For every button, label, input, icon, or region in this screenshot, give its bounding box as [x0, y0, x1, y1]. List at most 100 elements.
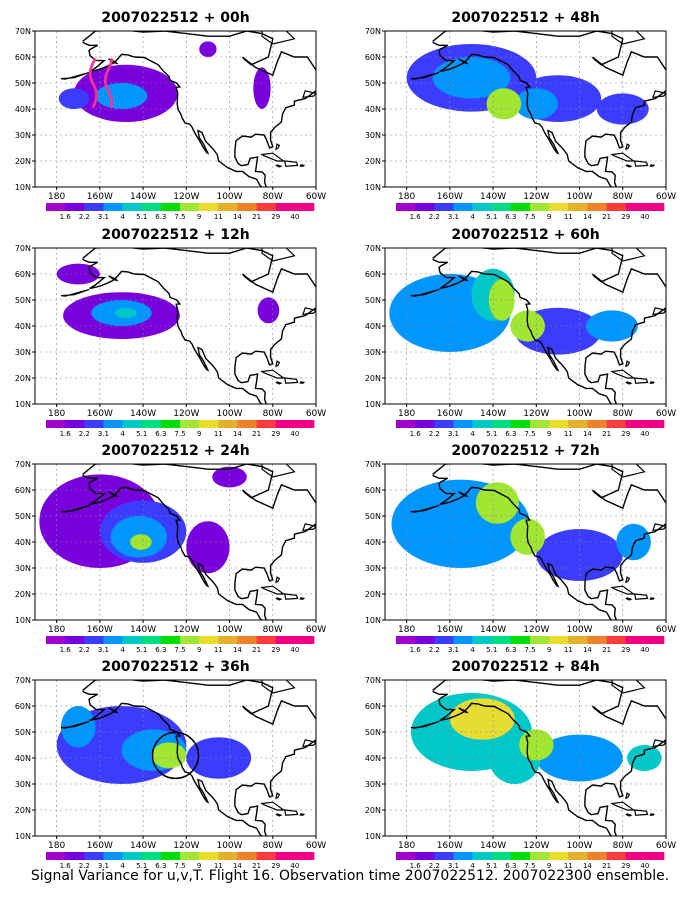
colorbar-segment [294, 636, 315, 644]
lat-tick-label: 30N [365, 131, 381, 140]
colorbar-segment [472, 203, 493, 211]
variance-contour [95, 83, 148, 109]
island-outline [625, 381, 633, 385]
colorbar-label: 6.3 [505, 646, 516, 654]
variance-contour [596, 93, 649, 125]
colorbar-segment [141, 636, 162, 644]
colorbar-label: 29 [621, 862, 630, 870]
colorbar-segment [568, 420, 588, 428]
island-outline [275, 792, 281, 800]
figure-caption: Signal Variance for u,v,T. Flight 16. Ob… [30, 868, 670, 884]
map-panel-7: 2007022512 + 84h 10N 20N 30N 40N 50N 60N 70N 180… [365, 659, 681, 870]
variance-contour [449, 698, 515, 740]
colorbar-label: 14 [233, 862, 242, 870]
observation-point [105, 86, 109, 90]
observation-point [94, 90, 98, 94]
colorbar-label: 1.6 [410, 213, 422, 221]
lat-tick-label: 70N [365, 460, 381, 469]
colorbar-segment [46, 420, 66, 428]
lon-tick-label: 160W [437, 625, 463, 635]
panel-title: 2007022512 + 72h [451, 443, 599, 459]
coastline [432, 248, 666, 404]
colorbar-label: 40 [640, 213, 649, 221]
island-outline [302, 307, 316, 316]
colorbar-label: 7.5 [174, 862, 185, 870]
observation-point [109, 104, 113, 108]
colorbar-label: 6.3 [505, 213, 516, 221]
island-outline [649, 381, 656, 384]
colorbar-label: 29 [621, 213, 630, 221]
colorbar-segment [491, 420, 512, 428]
lon-tick-label: 180 [48, 841, 65, 851]
observation-point [108, 93, 112, 97]
colorbar-label: 14 [233, 213, 242, 221]
variance-contour [514, 88, 558, 120]
island-outline [410, 505, 440, 513]
island-outline [578, 31, 602, 32]
variance-field [35, 680, 316, 836]
colorbar-label: 9 [197, 646, 201, 654]
island-outline [652, 90, 666, 99]
colorbar-label: 6.3 [505, 430, 516, 438]
colorbar-label: 1.6 [60, 430, 72, 438]
colorbar-segment [65, 203, 85, 211]
colorbar-segment [415, 420, 435, 428]
island-outline [625, 576, 631, 584]
colorbar-label: 7.5 [524, 646, 535, 654]
colorbar-segment [103, 636, 123, 644]
lat-tick-label: 10N [365, 616, 381, 625]
colorbar-segment [141, 852, 162, 860]
colorbar-segment [434, 636, 454, 644]
colorbar-segment [625, 420, 646, 428]
lat-tick-label: 10N [15, 616, 31, 625]
lon-tick-label: 140W [130, 409, 156, 419]
observation-point [89, 76, 93, 80]
colorbar-label: 21 [252, 430, 261, 438]
coastline [432, 474, 613, 620]
colorbar-segment [84, 636, 104, 644]
colorbar-segment [122, 636, 143, 644]
colorbar-label: 4 [470, 213, 475, 221]
colorbar-label: 40 [640, 430, 649, 438]
colorbar-segment [180, 420, 200, 428]
colorbar-label: 9 [547, 213, 551, 221]
island-outline [260, 369, 286, 379]
colorbar-segment [65, 852, 85, 860]
island-outline [610, 369, 636, 379]
lat-tick-label: 60N [365, 270, 381, 279]
island-outline [108, 275, 119, 282]
colorbar-segment [218, 420, 238, 428]
lat-tick-label: 40N [365, 322, 381, 331]
observation-point [95, 95, 99, 99]
colorbar-segment [510, 636, 531, 644]
observation-point [104, 83, 108, 87]
island-outline [261, 248, 296, 262]
colorbar-label: 6.3 [155, 862, 166, 870]
colorbar-segment [568, 852, 588, 860]
lat-tick-label: 20N [365, 806, 381, 815]
island-outline [299, 381, 306, 384]
colorbar-label: 21 [252, 213, 261, 221]
colorbar-label: 3.1 [448, 862, 459, 870]
island-outline [578, 680, 602, 681]
colorbar-label: 4 [120, 430, 125, 438]
island-outline [625, 143, 631, 151]
colorbar-label: 2.2 [79, 213, 90, 221]
lon-tick-label: 120W [173, 841, 199, 851]
colorbar-label: 11 [214, 862, 223, 870]
colorbar-segment [396, 420, 416, 428]
island-outline [60, 505, 90, 513]
colorbar-segment [625, 203, 646, 211]
island-outline [228, 680, 252, 681]
colorbar-label: 5.1 [136, 213, 147, 221]
island-outline [667, 727, 681, 740]
lon-tick-label: 60W [656, 625, 676, 635]
colorbar-segment [434, 852, 454, 860]
island-outline [275, 597, 283, 601]
lat-tick-label: 60N [15, 53, 31, 62]
lat-tick-label: 10N [15, 183, 31, 192]
colorbar-label: 40 [640, 862, 649, 870]
lat-tick-label: 60N [15, 486, 31, 495]
colorbar-label: 7.5 [524, 213, 535, 221]
